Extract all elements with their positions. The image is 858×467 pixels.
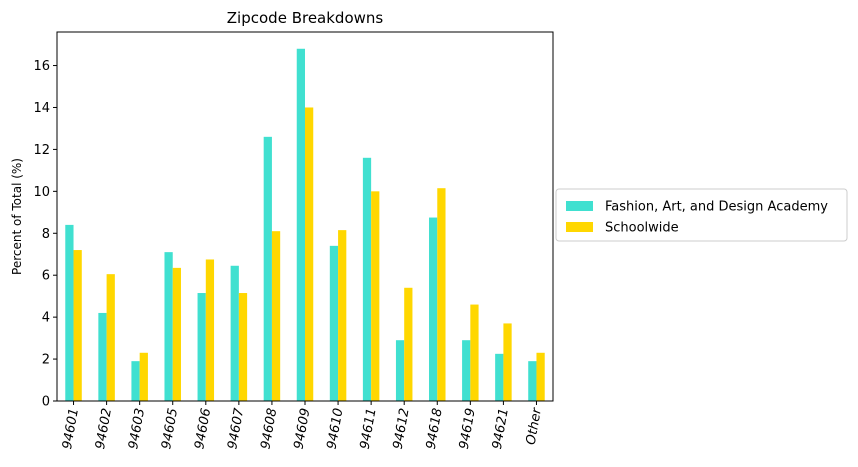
y-axis: 0 2 4 6 8 10 12 14 16 <box>33 59 57 410</box>
bar-schoolwide-94606 <box>205 259 215 401</box>
legend-label: Schoolwide <box>605 221 679 236</box>
bar-schoolwide-94607 <box>238 293 248 401</box>
y-tick-label: 12 <box>33 143 50 158</box>
y-tick-label: 0 <box>42 395 50 410</box>
bar-schoolwide-94610 <box>338 230 347 401</box>
x-tick-label: 94611 <box>358 407 380 450</box>
bar-schoolwide-94603 <box>139 352 148 401</box>
legend-swatch <box>566 201 593 211</box>
bar-fada-other <box>528 361 537 401</box>
bar-fada-94619 <box>462 340 471 401</box>
y-tick-label: 4 <box>42 311 50 326</box>
bar-fada-94603 <box>131 361 140 401</box>
x-tick-label: Other <box>524 405 545 446</box>
bar-fada-94612 <box>395 340 405 401</box>
y-tick-label: 2 <box>42 353 50 368</box>
legend-frame <box>555 188 848 242</box>
bar-fada-94608 <box>263 136 272 401</box>
x-axis: 94601 94602 94603 94605 94606 94607 94608 94609… <box>60 401 545 450</box>
bar-schoolwide-94609 <box>305 107 314 401</box>
x-tick-label: 94610 <box>325 407 347 450</box>
x-tick-label: 94603 <box>126 407 148 450</box>
y-tick-label: 6 <box>42 269 50 284</box>
y-tick-label: 14 <box>33 101 50 116</box>
bar-schoolwide-94621 <box>503 323 512 401</box>
bar-schoolwide-94608 <box>271 231 281 401</box>
x-tick-label: 94618 <box>424 407 446 450</box>
x-tick-label: 94621 <box>490 407 512 450</box>
x-tick-label: 94606 <box>192 407 214 450</box>
bar-fada-94618 <box>429 217 438 401</box>
y-tick-label: 10 <box>33 185 50 200</box>
bar-fada-94611 <box>362 157 372 401</box>
bar-fada-94601 <box>65 224 74 401</box>
y-tick-label: 8 <box>42 227 50 242</box>
y-axis-label: Percent of Total (%) <box>10 158 24 275</box>
x-tick-label: 94607 <box>225 406 247 450</box>
bar-schoolwide-94611 <box>371 191 380 401</box>
bars-group <box>65 48 545 402</box>
legend-label: Fashion, Art, and Design Academy <box>605 200 828 215</box>
x-tick-label: 94602 <box>93 407 115 450</box>
legend: Fashion, Art, and Design Academy Schoolwi… <box>555 188 848 242</box>
bar-fada-94607 <box>230 265 239 401</box>
bar-fada-94605 <box>164 252 173 401</box>
bar-schoolwide-94612 <box>404 287 413 401</box>
chart-title: Zipcode Breakdowns <box>227 9 384 27</box>
y-tick-label: 16 <box>33 59 50 74</box>
x-tick-label: 94619 <box>457 407 479 450</box>
x-tick-label: 94605 <box>159 407 181 450</box>
bar-fada-94606 <box>197 293 206 401</box>
bar-schoolwide-other <box>536 352 545 401</box>
bar-schoolwide-94601 <box>73 250 82 401</box>
bar-fada-94609 <box>296 48 305 402</box>
bar-fada-94602 <box>98 312 107 401</box>
bar-schoolwide-94618 <box>437 188 446 401</box>
x-tick-label: 94609 <box>291 407 313 450</box>
x-tick-label: 94601 <box>60 407 82 450</box>
bar-schoolwide-94605 <box>172 267 181 401</box>
bar-fada-94610 <box>329 245 339 401</box>
legend-swatch <box>566 222 593 232</box>
bar-schoolwide-94602 <box>106 274 115 401</box>
x-tick-label: 94608 <box>258 407 280 450</box>
bar-fada-94621 <box>495 353 504 401</box>
x-tick-label: 94612 <box>391 407 413 450</box>
bar-schoolwide-94619 <box>470 304 479 401</box>
